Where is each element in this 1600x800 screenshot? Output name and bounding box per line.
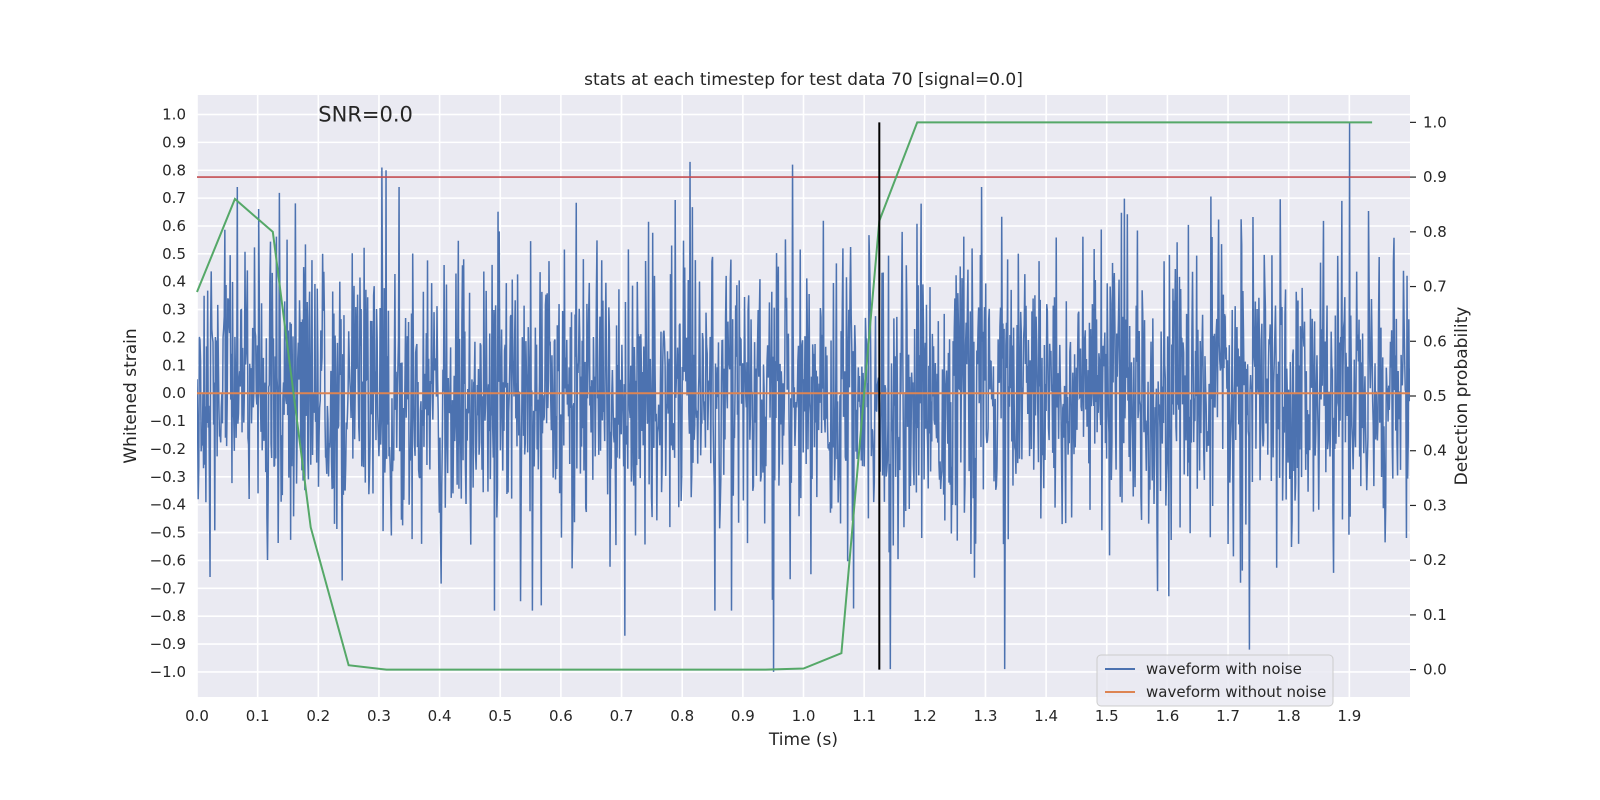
x-tick-label: 1.3 [974, 707, 998, 725]
x-tick-label: 1.2 [913, 707, 937, 725]
x-tick-label: 0.5 [488, 707, 512, 725]
x-tick-label: 1.8 [1277, 707, 1301, 725]
legend: waveform with noise waveform without noi… [1096, 654, 1334, 707]
y-tick-label: 0.5 [162, 245, 186, 263]
x-tick-label: 1.0 [792, 707, 816, 725]
x-tick-label: 0.0 [185, 707, 209, 725]
y-tick-label: −0.4 [150, 496, 186, 514]
y2-tick-label: 0.3 [1423, 496, 1447, 514]
y-tick-label: 0.8 [162, 161, 186, 179]
legend-label-noise: waveform with noise [1146, 660, 1302, 678]
y2-axis-label: Detection probability [1452, 307, 1472, 486]
y2-tick-label: 1.0 [1423, 113, 1447, 131]
x-tick-label: 0.6 [549, 707, 573, 725]
plot-series [197, 122, 1410, 672]
y-tick-label: −0.2 [150, 440, 186, 458]
y2-tick-label: 0.1 [1423, 606, 1447, 624]
x-tick-label: 1.1 [852, 707, 876, 725]
x-tick-label: 0.1 [246, 707, 270, 725]
y-tick-label: 0.9 [162, 133, 186, 151]
x-tick-label: 1.9 [1337, 707, 1361, 725]
y-tick-label: −0.6 [150, 551, 186, 569]
snr-annotation: SNR=0.0 [318, 103, 413, 127]
x-tick-label: 0.8 [670, 707, 694, 725]
x-tick-label: 0.9 [731, 707, 755, 725]
series-detection-probability [196, 121, 1373, 671]
y-tick-label: −0.3 [150, 468, 186, 486]
x-tick-label: 0.3 [367, 707, 391, 725]
legend-box [1096, 654, 1334, 707]
y2-tick-label: 0.2 [1423, 551, 1447, 569]
y2-tick-label: 0.6 [1423, 332, 1447, 350]
chart-title: stats at each timestep for test data 70 … [584, 70, 1023, 90]
x-tick-label: 0.7 [610, 707, 634, 725]
y-tick-label: 0.0 [162, 384, 186, 402]
y-tick-label: 0.6 [162, 217, 186, 235]
x-tick-label: 1.6 [1155, 707, 1179, 725]
y-tick-label: −0.8 [150, 607, 186, 625]
y2-tick-label: 0.5 [1423, 387, 1447, 405]
y-axis-ticks: 1.0 0.9 0.8 0.7 0.6 0.5 0.4 0.3 0.2 0.1 0.0 −0.1 −0.… [150, 106, 186, 681]
x-tick-label: 0.4 [428, 707, 452, 725]
y-tick-label: 0.1 [162, 356, 186, 374]
x-axis-label: Time (s) [768, 730, 838, 750]
x-axis-ticks: 0.0 0.1 0.2 0.3 0.4 0.5 0.6 0.7 0.8 0.9 1.0 1.1 1.2 1… [185, 707, 1361, 725]
y2-tick-label: 0.4 [1423, 442, 1447, 460]
y2-tick-label: 0.7 [1423, 278, 1447, 296]
y-tick-label: 0.2 [162, 328, 186, 346]
x-tick-label: 1.7 [1216, 707, 1240, 725]
y-tick-label: 0.4 [162, 273, 186, 291]
y-tick-label: −1.0 [150, 663, 186, 681]
y-tick-label: 1.0 [162, 106, 186, 124]
y2-axis-ticks: 1.0 0.9 0.8 0.7 0.6 0.5 0.4 0.3 0.2 0.1 0.0 [1410, 113, 1447, 679]
x-tick-label: 1.5 [1095, 707, 1119, 725]
y-tick-label: −0.1 [150, 412, 186, 430]
y2-tick-label: 0.8 [1423, 223, 1447, 241]
y2-tick-label: 0.9 [1423, 168, 1447, 186]
series-waveform-with-noise [197, 122, 1410, 672]
y-tick-label: −0.5 [150, 524, 186, 542]
x-tick-label: 1.4 [1034, 707, 1058, 725]
x-tick-label: 0.2 [306, 707, 330, 725]
y2-tick-label: 0.0 [1423, 661, 1447, 679]
y-axis-label: Whitened strain [121, 328, 141, 463]
y-tick-label: −0.9 [150, 635, 186, 653]
y-tick-label: −0.7 [150, 579, 186, 597]
legend-label-clean: waveform without noise [1146, 683, 1326, 701]
y-tick-label: 0.3 [162, 301, 186, 319]
y-tick-label: 0.7 [162, 189, 186, 207]
